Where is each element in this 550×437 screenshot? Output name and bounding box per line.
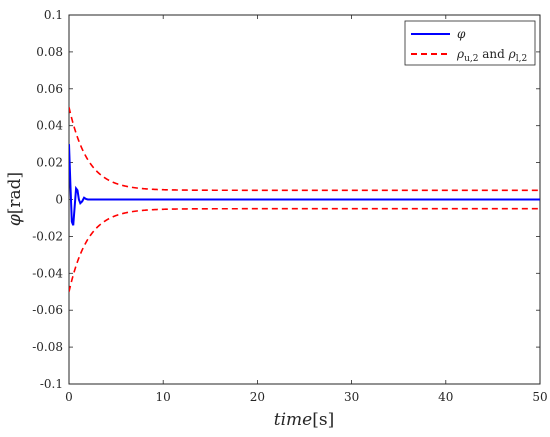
series-line-phi <box>69 144 540 226</box>
x-tick-label: 30 <box>344 390 359 404</box>
y-tick-label: -0.08 <box>32 340 63 354</box>
y-axis-ticks: 0.1 0.08 0.06 0.04 0.02 0 -0.02 -0.04 -0.06 -0.08… <box>32 8 540 391</box>
x-tick-label: 10 <box>156 390 171 404</box>
x-axis-label-unit: [s] <box>312 410 334 430</box>
y-tick-label: 0.1 <box>44 8 63 22</box>
legend-phi-label: φ <box>457 27 466 41</box>
y-tick-label: 0 <box>55 193 63 207</box>
x-tick-label: 0 <box>65 390 73 404</box>
x-axis-ticks: 0 10 20 30 40 50 <box>65 15 548 404</box>
series-line-rho_u <box>69 107 540 192</box>
x-tick-label: 40 <box>438 390 453 404</box>
y-tick-label: -0.06 <box>32 303 63 317</box>
legend-rho-l-subscript: l,2 <box>516 54 527 64</box>
y-tick-label: 0.04 <box>36 119 63 133</box>
x-tick-label: 20 <box>250 390 265 404</box>
y-tick-label: -0.1 <box>40 377 63 391</box>
y-tick-label: 0.02 <box>36 156 63 170</box>
y-tick-label: -0.02 <box>32 229 63 243</box>
y-axis-label-unit: [rad] <box>5 172 25 214</box>
legend-rho-u-symbol: ρ <box>456 47 464 61</box>
y-axis-label: φ[rad] <box>5 172 25 226</box>
x-tick-label: 50 <box>532 390 547 404</box>
legend-rho-l-symbol: ρ <box>508 47 516 61</box>
legend: φ ρu,2 and ρl,2 <box>404 20 536 66</box>
y-tick-label: 0.08 <box>36 45 63 59</box>
legend-and-text: and <box>478 47 508 61</box>
legend-box <box>404 20 536 66</box>
y-tick-label: -0.04 <box>32 266 63 280</box>
x-axis-label-var: time <box>274 410 312 430</box>
y-axis-label-var: φ <box>5 214 25 226</box>
legend-rho-label: ρu,2 and ρl,2 <box>456 47 527 64</box>
y-tick-label: 0.06 <box>36 82 63 96</box>
x-axis-label: time[s] <box>274 410 334 430</box>
series-group <box>69 107 540 292</box>
legend-rho-u-subscript: u,2 <box>464 54 478 64</box>
series-line-rho_l <box>69 207 540 292</box>
